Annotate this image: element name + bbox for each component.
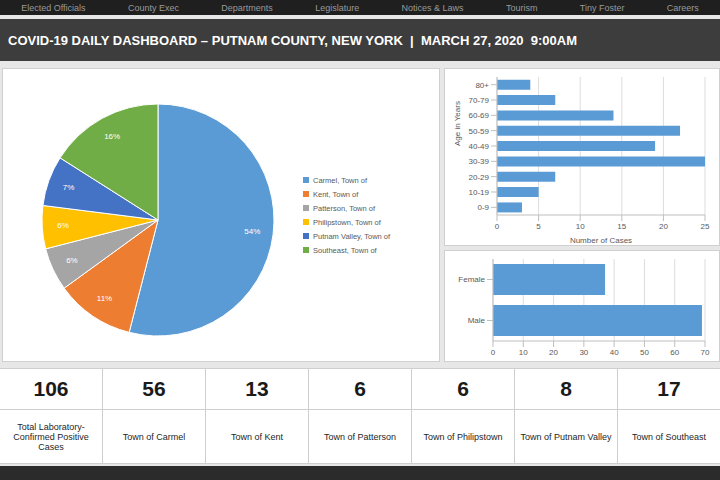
- svg-text:80+: 80+: [475, 81, 489, 90]
- svg-text:0-9: 0-9: [477, 203, 489, 212]
- svg-text:20-29: 20-29: [469, 173, 490, 182]
- svg-text:70: 70: [701, 348, 710, 357]
- svg-text:5: 5: [536, 222, 541, 231]
- svg-text:25: 25: [701, 222, 710, 231]
- html-text:Patterson, Town of: Patterson, Town of: [313, 203, 375, 213]
- html-text:6: 6: [457, 377, 469, 400]
- svg-text:Number of Cases: Number of Cases: [570, 236, 632, 245]
- svg-text:50: 50: [640, 348, 649, 357]
- svg-text:0: 0: [495, 222, 500, 231]
- svg-text:Male: Male: [468, 316, 486, 325]
- html-text:Carmel, Town of: Carmel, Town of: [313, 175, 368, 185]
- svg-text:60: 60: [670, 348, 679, 357]
- html-text:Town of Southeast: Town of Southeast: [632, 431, 706, 442]
- svg-text:15: 15: [617, 222, 626, 231]
- svg-text:70-79: 70-79: [469, 96, 490, 105]
- svg-text:30-39: 30-39: [469, 157, 490, 166]
- svg-text:11%: 11%: [97, 294, 112, 303]
- svg-text:10-19: 10-19: [469, 188, 490, 197]
- html-text:Tourism: Tourism: [505, 2, 538, 13]
- svg-text:7%: 7%: [63, 183, 75, 192]
- html-text:Elected Officials: Elected Officials: [21, 2, 86, 13]
- html-text:Careers: Careers: [666, 2, 699, 13]
- html-text:Tiny Foster: Tiny Foster: [579, 2, 625, 13]
- html-text:Town of Carmel: Town of Carmel: [122, 431, 186, 442]
- svg-text:20: 20: [659, 222, 668, 231]
- svg-text:Female: Female: [458, 275, 485, 284]
- html-text:Southeast, Town of: Southeast, Town of: [313, 245, 377, 255]
- svg-text:10: 10: [519, 348, 528, 357]
- svg-text:54%: 54%: [244, 227, 260, 236]
- html-text:Kent, Town of: Kent, Town of: [313, 189, 359, 199]
- html-text:COVID-19 DAILY DASHBOARD – PUT: COVID-19 DAILY DASHBOARD – PUTNAM COUNTY…: [8, 32, 577, 48]
- svg-text:40: 40: [610, 348, 619, 357]
- svg-text:50-59: 50-59: [469, 127, 490, 136]
- svg-text:30: 30: [579, 348, 588, 357]
- html-text:Town of Philipstown: Town of Philipstown: [423, 431, 503, 442]
- svg-text:20: 20: [549, 348, 558, 357]
- html-text:Town of Putnam Valley: Town of Putnam Valley: [520, 431, 612, 442]
- html-text:13: 13: [245, 377, 269, 400]
- html-text:Notices & Laws: Notices & Laws: [401, 2, 464, 13]
- svg-text:0: 0: [491, 348, 496, 357]
- html-text:Philipstown, Town of: Philipstown, Town of: [313, 217, 381, 227]
- html-text:6: 6: [354, 377, 366, 400]
- html-text:County Exec: County Exec: [127, 2, 179, 13]
- html-text:Putnam Valley, Town of: Putnam Valley, Town of: [313, 231, 391, 241]
- svg-text:Age in Years: Age in Years: [453, 101, 462, 146]
- svg-text:40-49: 40-49: [469, 142, 490, 151]
- html-text:Total Laboratory-Confirmed Pos: Total Laboratory-Confirmed Positive Case…: [13, 421, 89, 452]
- html-text:56: 56: [142, 377, 166, 400]
- html-text:Town of Kent: Town of Kent: [231, 431, 283, 442]
- svg-text:6%: 6%: [57, 221, 69, 230]
- svg-text:16%: 16%: [104, 132, 120, 141]
- svg-text:6%: 6%: [66, 256, 78, 265]
- html-text:Departments: Departments: [221, 2, 273, 13]
- html-text:17: 17: [657, 377, 681, 400]
- html-text:8: 8: [560, 377, 572, 400]
- html-text:Town of Patterson: Town of Patterson: [324, 431, 396, 442]
- html-text:Legislature: Legislature: [315, 2, 360, 13]
- svg-text:60-69: 60-69: [469, 111, 490, 120]
- svg-text:10: 10: [576, 222, 585, 231]
- html-text:106: 106: [33, 377, 69, 400]
